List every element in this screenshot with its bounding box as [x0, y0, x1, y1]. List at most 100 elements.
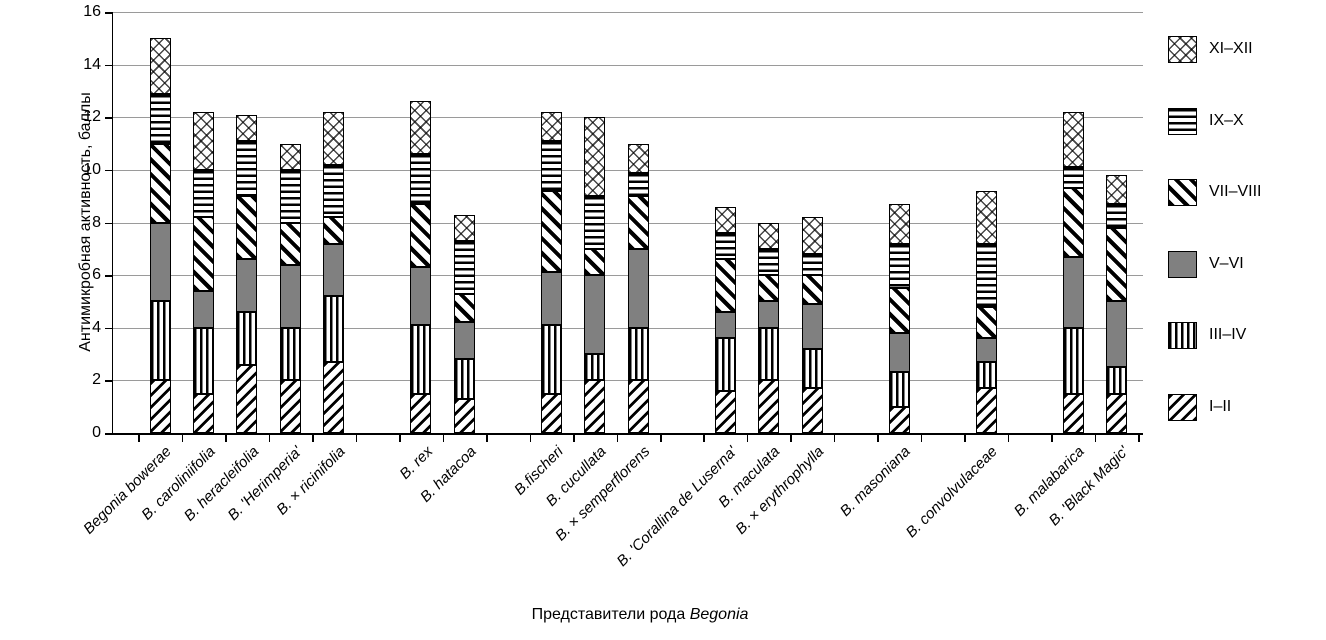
- bar-segment: [1062, 111, 1084, 168]
- y-tick-label: 12: [83, 108, 101, 126]
- bar-segment: [584, 275, 606, 355]
- bar-segment: [453, 398, 475, 433]
- bar-segment: [627, 327, 649, 381]
- bar-segment: [192, 169, 214, 218]
- bar-segment: [1106, 301, 1128, 368]
- bar-segment: [1062, 256, 1084, 328]
- legend-label: V–VI: [1209, 254, 1244, 272]
- bar-segment: [410, 101, 432, 155]
- y-axis-tick: [104, 275, 112, 277]
- bar-segment: [279, 327, 301, 381]
- bar-segment: [584, 196, 606, 249]
- bar-segment: [975, 306, 997, 339]
- bar-segment: [975, 243, 997, 307]
- legend-item: III–IV: [1168, 322, 1308, 350]
- x-category-label-text: B. rex: [396, 443, 436, 483]
- bar-segment: [1106, 393, 1128, 433]
- y-axis-tick: [104, 222, 112, 224]
- bar-segment: [627, 143, 649, 173]
- y-axis-title: Антимикробная активность, баллы: [77, 92, 94, 352]
- y-axis-tick: [104, 12, 112, 14]
- bar-segment: [714, 390, 736, 433]
- y-axis-tick: [104, 380, 112, 382]
- bar-segment: [453, 214, 475, 241]
- bar-segment: [453, 359, 475, 399]
- bar-segment: [192, 111, 214, 170]
- bar-segment: [149, 38, 171, 94]
- y-axis-tick: [104, 117, 112, 119]
- y-axis-line: [111, 12, 113, 435]
- bar-segment: [323, 217, 345, 244]
- x-axis-tick: [312, 434, 314, 442]
- x-axis-tick: [399, 434, 401, 442]
- x-axis-tick: [790, 434, 792, 442]
- y-axis-tick: [104, 433, 112, 435]
- bar-segment: [801, 388, 823, 433]
- XI–XII-swatch-icon: [1168, 36, 1197, 63]
- legend-label: IX–X: [1209, 111, 1244, 129]
- bar-segment: [627, 196, 649, 249]
- bar-segment: [584, 117, 606, 197]
- bar-segment: [801, 254, 823, 276]
- bar-segment: [1106, 367, 1128, 394]
- legend-item: VII–VIII: [1168, 179, 1308, 207]
- y-tick-label: 14: [83, 55, 101, 73]
- bar-segment: [758, 275, 780, 302]
- y-tick-label: 2: [92, 371, 101, 389]
- legend-item: I–II: [1168, 394, 1308, 422]
- bar-segment: [540, 272, 562, 326]
- bar-segment: [192, 393, 214, 433]
- bar-segment: [584, 248, 606, 276]
- x-axis-line: [111, 433, 1143, 435]
- gridline: [113, 64, 1143, 66]
- bar-segment: [801, 275, 823, 305]
- bar-segment: [323, 164, 345, 218]
- bar-segment: [1106, 227, 1128, 302]
- bar-segment: [236, 140, 258, 197]
- y-tick-label: 0: [92, 424, 101, 441]
- legend-label: III–IV: [1209, 326, 1247, 344]
- bar-segment: [149, 222, 171, 302]
- bar-segment: [279, 264, 301, 328]
- x-axis-tick: [268, 434, 271, 442]
- bar-segment: [149, 93, 171, 144]
- bar-segment: [540, 111, 562, 141]
- bar-segment: [192, 327, 214, 394]
- bar-segment: [323, 361, 345, 433]
- x-axis-title-genus: Begonia: [689, 606, 749, 623]
- bar-segment: [279, 222, 301, 265]
- bar-segment: [801, 304, 823, 349]
- bar-segment: [758, 248, 780, 276]
- bar-segment: [627, 380, 649, 433]
- x-axis-tick: [1094, 434, 1097, 442]
- bar-segment: [1062, 393, 1084, 433]
- bar-segment: [323, 296, 345, 362]
- bar-segment: [888, 372, 910, 407]
- x-axis-tick: [225, 434, 227, 442]
- bar-segment: [714, 338, 736, 391]
- bar-segment: [584, 354, 606, 381]
- x-axis-title: Представители рода Begonia: [240, 606, 1040, 624]
- bar-segment: [1106, 175, 1128, 205]
- bar-segment: [279, 380, 301, 433]
- x-axis-tick: [877, 434, 879, 442]
- x-axis-tick: [573, 434, 575, 442]
- legend-label: XI–XII: [1209, 40, 1253, 57]
- bar-segment: [323, 243, 345, 297]
- bar-segment: [192, 217, 214, 291]
- bar-segment: [149, 143, 171, 223]
- gridline: [113, 117, 1143, 119]
- bar-segment: [410, 154, 432, 205]
- bar-segment: [1106, 204, 1128, 228]
- bar-segment: [149, 380, 171, 433]
- y-tick-label: 10: [83, 160, 101, 178]
- bar-segment: [236, 364, 258, 433]
- bar-segment: [410, 204, 432, 268]
- legend-item: V–VI: [1168, 250, 1308, 279]
- y-axis-tick: [104, 64, 112, 67]
- x-axis-title-text: Представители рода: [531, 606, 690, 623]
- bar-segment: [888, 333, 910, 373]
- bar-segment: [801, 348, 823, 389]
- bar-segment: [323, 111, 345, 165]
- bar-segment: [236, 114, 258, 141]
